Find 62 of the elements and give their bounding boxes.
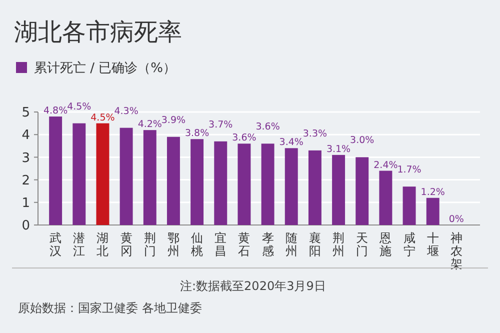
x-tick-label: 潜江 — [73, 231, 86, 258]
data-label: 4.5% — [90, 112, 115, 124]
data-label: 3.9% — [161, 114, 186, 126]
y-tick-label: 2 — [22, 173, 30, 188]
data-label: 1.7% — [397, 164, 422, 176]
x-tick-label: 荆门 — [144, 231, 156, 258]
data-label: 4.2% — [138, 119, 162, 130]
data-label: 4.8% — [43, 106, 68, 117]
bar — [332, 154, 346, 225]
bar — [261, 144, 274, 225]
bar — [426, 198, 440, 225]
text: 注:数据截至2020年3月9日 — [180, 279, 326, 293]
x-tick-label: 咸宁 — [403, 231, 416, 258]
y-tick-label: 5 — [22, 106, 30, 121]
x-tick-label: 随州 — [285, 231, 298, 258]
bar — [238, 144, 251, 225]
data-label: 3.8% — [184, 128, 210, 140]
data-label: 3.1% — [326, 144, 351, 155]
x-tick-label: 荆州 — [332, 231, 345, 258]
x-tick-label: 黄冈 — [120, 231, 132, 258]
bar — [49, 116, 62, 225]
x-tick-label: 孝感 — [262, 231, 274, 258]
x-tick-label: 鄂州 — [167, 231, 180, 258]
data-label: 3.7% — [208, 119, 233, 130]
legend-label: 累计死亡 / 已确诊（%） — [34, 60, 176, 76]
x-tick-label: 十堰 — [426, 231, 439, 258]
data-label: 4.5% — [67, 101, 92, 112]
x-tick-label: 宜昌 — [214, 231, 227, 258]
bar — [143, 130, 156, 225]
bar — [120, 128, 133, 225]
x-tick-label: 天门 — [356, 231, 368, 258]
x-tick-label: 恩施 — [378, 231, 392, 258]
chart-title: 湖北各市病死率 — [14, 18, 182, 46]
data-label: 2.4% — [374, 160, 398, 171]
bar — [72, 123, 86, 225]
bar — [284, 148, 298, 225]
x-tick-label: 襄阳 — [308, 231, 321, 258]
bar — [379, 170, 392, 225]
x-tick-label: 黄石 — [238, 231, 250, 258]
x-tick-label: 武汉 — [50, 231, 62, 258]
data-label: 4.3% — [114, 106, 138, 117]
x-tick-label: 湖北 — [96, 231, 109, 258]
bar — [308, 150, 322, 225]
data-label: 3.3% — [302, 128, 328, 140]
bar — [356, 157, 369, 225]
bar — [96, 123, 110, 225]
x-tick-label: 仙桃 — [191, 231, 204, 258]
y-tick-label: 3 — [22, 150, 30, 166]
bar — [166, 136, 180, 225]
y-tick-label: 4 — [22, 128, 30, 144]
data-label: 3.6% — [232, 132, 256, 144]
bar — [402, 186, 416, 225]
data-label: 3.6% — [256, 122, 280, 133]
data-label: 3.0% — [350, 135, 374, 146]
text: 原始数据：国家卫健委 各地卫健委 — [18, 301, 202, 315]
bar — [190, 139, 204, 225]
data-label: 1.2% — [420, 186, 445, 198]
data-label: 3.4% — [279, 137, 304, 148]
data-label: 0% — [448, 214, 464, 225]
bar — [214, 141, 228, 225]
y-tick-label: 1 — [22, 196, 30, 211]
y-tick-label: 0 — [22, 218, 30, 234]
